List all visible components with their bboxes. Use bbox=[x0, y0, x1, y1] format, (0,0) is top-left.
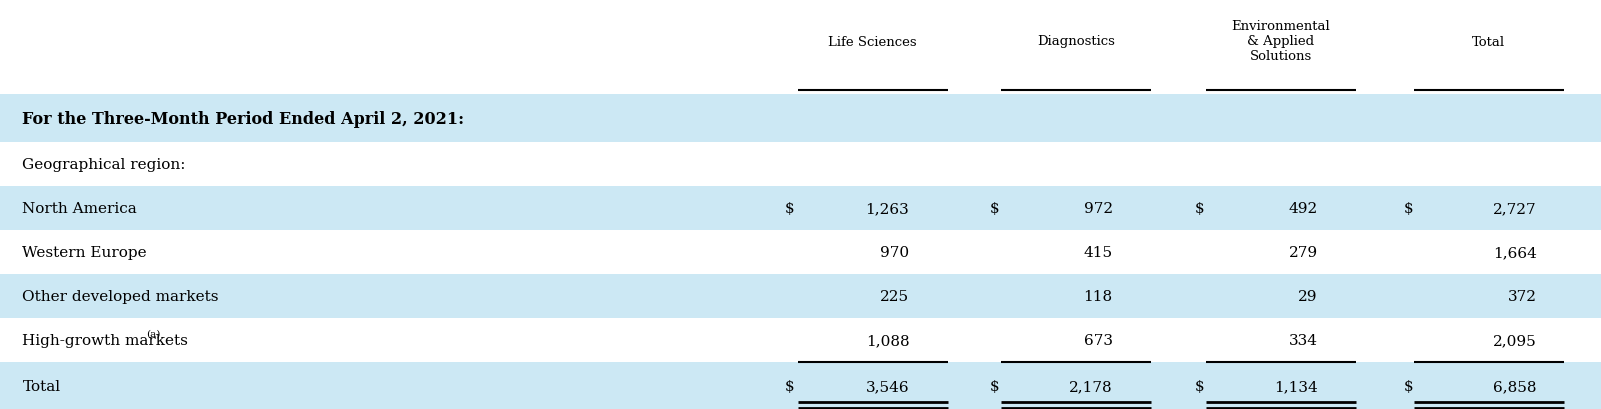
Bar bbox=[0, 362, 1601, 409]
Text: For the Three-Month Period Ended April 2, 2021:: For the Three-Month Period Ended April 2… bbox=[22, 110, 464, 127]
Bar bbox=[0, 274, 1601, 318]
Text: 1,134: 1,134 bbox=[1274, 379, 1318, 393]
Bar bbox=[0, 230, 1601, 274]
Text: $: $ bbox=[989, 202, 999, 216]
Text: North America: North America bbox=[22, 202, 138, 216]
Bar bbox=[0, 187, 1601, 230]
Text: 1,088: 1,088 bbox=[866, 333, 909, 347]
Text: 970: 970 bbox=[881, 245, 909, 259]
Text: High-growth markets: High-growth markets bbox=[22, 333, 189, 347]
Text: 6,858: 6,858 bbox=[1494, 379, 1537, 393]
Text: $: $ bbox=[784, 379, 794, 393]
Text: $: $ bbox=[784, 202, 794, 216]
Text: 492: 492 bbox=[1289, 202, 1318, 216]
Text: 2,178: 2,178 bbox=[1069, 379, 1113, 393]
Text: $: $ bbox=[1404, 379, 1414, 393]
Bar bbox=[0, 143, 1601, 187]
Bar bbox=[0, 318, 1601, 362]
Text: 415: 415 bbox=[1084, 245, 1113, 259]
Text: Diagnostics: Diagnostics bbox=[1037, 36, 1114, 48]
Text: 29: 29 bbox=[1298, 289, 1318, 303]
Text: 1,263: 1,263 bbox=[866, 202, 909, 216]
Text: Total: Total bbox=[1473, 36, 1505, 48]
Text: 3,546: 3,546 bbox=[866, 379, 909, 393]
Text: Environmental
& Applied
Solutions: Environmental & Applied Solutions bbox=[1231, 20, 1330, 63]
Text: 118: 118 bbox=[1084, 289, 1113, 303]
Text: Other developed markets: Other developed markets bbox=[22, 289, 219, 303]
Bar bbox=[0, 95, 1601, 143]
Text: 673: 673 bbox=[1084, 333, 1113, 347]
Text: 1,664: 1,664 bbox=[1494, 245, 1537, 259]
Text: (a): (a) bbox=[146, 329, 160, 338]
Text: 2,727: 2,727 bbox=[1494, 202, 1537, 216]
Text: 334: 334 bbox=[1289, 333, 1318, 347]
Text: $: $ bbox=[989, 379, 999, 393]
Text: 972: 972 bbox=[1084, 202, 1113, 216]
Text: $: $ bbox=[1404, 202, 1414, 216]
Text: Total: Total bbox=[22, 379, 61, 393]
Bar bbox=[0, 5, 1601, 95]
Text: 279: 279 bbox=[1289, 245, 1318, 259]
Text: $: $ bbox=[1194, 379, 1204, 393]
Text: $: $ bbox=[1194, 202, 1204, 216]
Text: 372: 372 bbox=[1508, 289, 1537, 303]
Text: 225: 225 bbox=[881, 289, 909, 303]
Text: Life Sciences: Life Sciences bbox=[828, 36, 917, 48]
Text: 2,095: 2,095 bbox=[1494, 333, 1537, 347]
Text: Western Europe: Western Europe bbox=[22, 245, 147, 259]
Text: Geographical region:: Geographical region: bbox=[22, 157, 186, 172]
